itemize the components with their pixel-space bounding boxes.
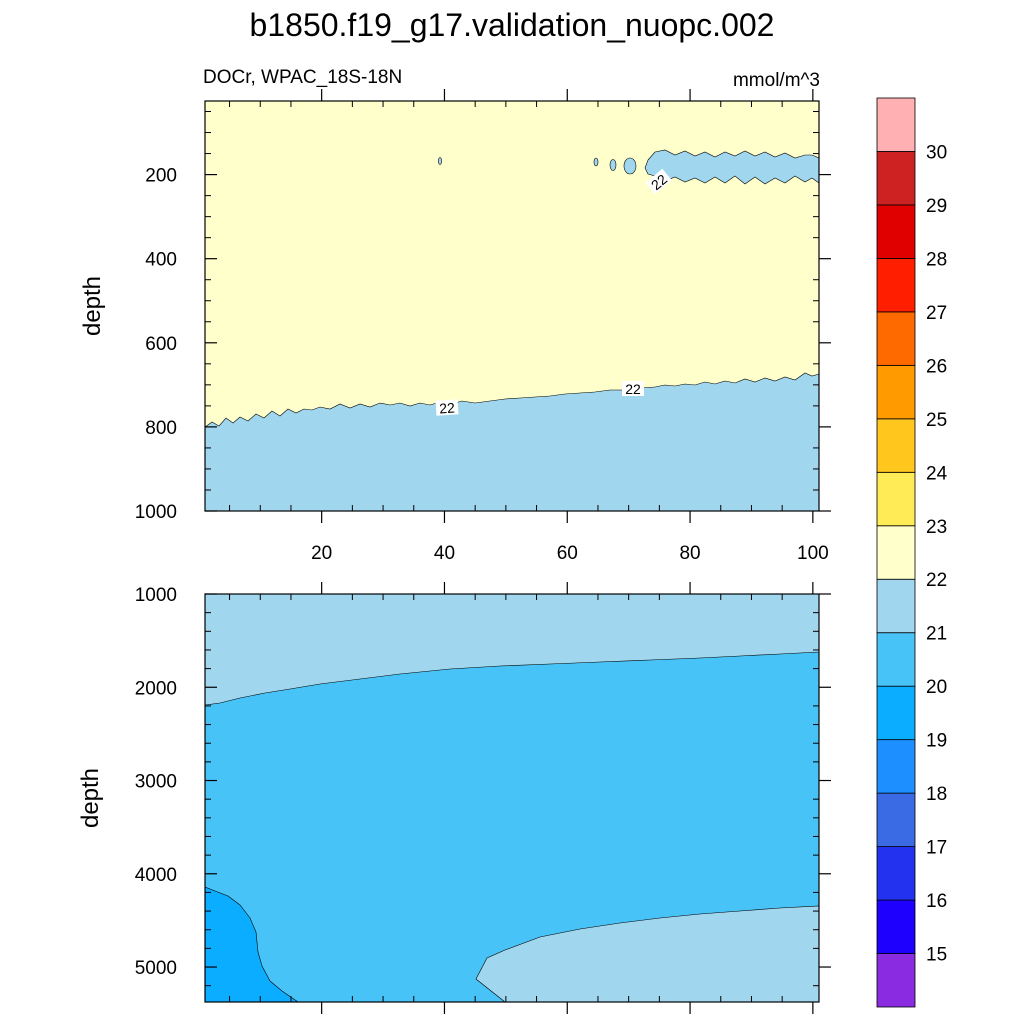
colorbar-swatch [876,578,916,634]
contour-label-text: 22 [625,381,641,397]
upper-panel-frame [204,100,820,512]
colorbar-label: 16 [926,891,947,912]
colorbar-label: 20 [926,677,947,698]
x-tick-label: 100 [797,543,829,564]
y-tick-label: 600 [145,334,177,355]
colorbar-swatch [876,632,916,687]
colorbar-swatch [876,525,916,580]
upper-field-blob [593,157,599,167]
colorbar-swatch [876,97,916,152]
upper-field-blob [609,159,617,171]
lower-field-21-22-bottom [475,905,820,1003]
upper-field-21-22-shallow [644,149,820,185]
upper-panel: 22 22 22 20 40 60 80 100 200 400 600 800 1000 depth [79,89,831,564]
colorbar-label: 18 [926,784,947,805]
lower-panel-frame [204,593,820,1003]
colorbar-swatch [876,311,916,366]
contour-labels: 22 22 22 [435,168,672,417]
colorbar-label: 17 [926,838,947,859]
chart-subtitle-variable: DOCr, WPAC_18S-18N [203,67,402,88]
colorbar-swatch [876,685,916,741]
colorbar-swatch [876,739,916,794]
colorbar-swatch [876,846,916,901]
x-tick-label: 40 [434,543,455,564]
y-tick-label: 800 [145,418,177,439]
colorbar-label: 26 [926,356,947,377]
lower-panel: 1000 2000 3000 4000 5000 depth [77,582,831,1014]
colorbar-label: 23 [926,517,947,538]
x-tick-label: 60 [557,543,578,564]
upper-field-21-22-deep [204,372,820,512]
colorbar-swatch [876,953,916,1008]
colorbar-swatch [876,204,916,259]
y-tick-label: 3000 [135,772,177,793]
upper-axes: 20 40 60 80 100 200 400 600 800 1000 depth [79,89,831,564]
y-tick-label: 400 [145,250,177,271]
colorbar-swatch [876,258,916,313]
y-tick-label: 4000 [135,865,177,886]
chart-title: b1850.f19_g17.validation_nuopc.002 [250,7,775,43]
y-tick-label: 2000 [135,678,177,699]
colorbar-label: 28 [926,249,947,270]
colorbar-label: 24 [926,463,948,484]
upper-field-blob [623,157,637,175]
y-tick-label: 1000 [135,502,177,523]
lower-axes: 1000 2000 3000 4000 5000 depth [77,582,831,1014]
colorbar: 15 16 17 18 19 20 21 22 23 24 25 26 27 28 29 30 [876,97,948,1008]
y-axis-label: depth [79,276,106,336]
contour-label-bg [645,168,672,195]
x-tick-label: 80 [679,543,700,564]
y-tick-label: 200 [145,166,177,187]
colorbar-swatch [876,151,916,206]
colorbar-swatch [876,418,916,473]
chart-units-label: mmol/m^3 [733,70,820,91]
colorbar-label: 15 [926,945,947,966]
contour-label: 22 [622,381,644,397]
y-tick-label: 1000 [135,585,177,606]
contour-label-text: 22 [439,399,456,416]
colorbar-label: 19 [926,731,947,752]
upper-field-blob [438,157,442,165]
y-tick-label: 5000 [135,958,177,979]
contour-label: 22 [435,399,459,417]
colorbar-swatch [876,899,916,954]
x-tick-label: 20 [311,543,332,564]
colorbar-label: 21 [926,624,947,645]
colorbar-swatch [876,471,916,527]
contour-label: 22 [645,168,672,195]
contour-label-bg [622,381,644,396]
colorbar-swatch [876,792,916,847]
y-axis-label: depth [77,768,104,828]
contour-label-bg [435,399,459,416]
colorbar-swatch [876,364,916,420]
lower-field-21-22-top [204,593,820,706]
colorbar-label: 27 [926,303,947,324]
colorbar-label: 25 [926,410,947,431]
colorbar-label: 30 [926,142,947,163]
colorbar-label: 22 [926,570,947,591]
colorbar-label: 29 [926,196,947,217]
